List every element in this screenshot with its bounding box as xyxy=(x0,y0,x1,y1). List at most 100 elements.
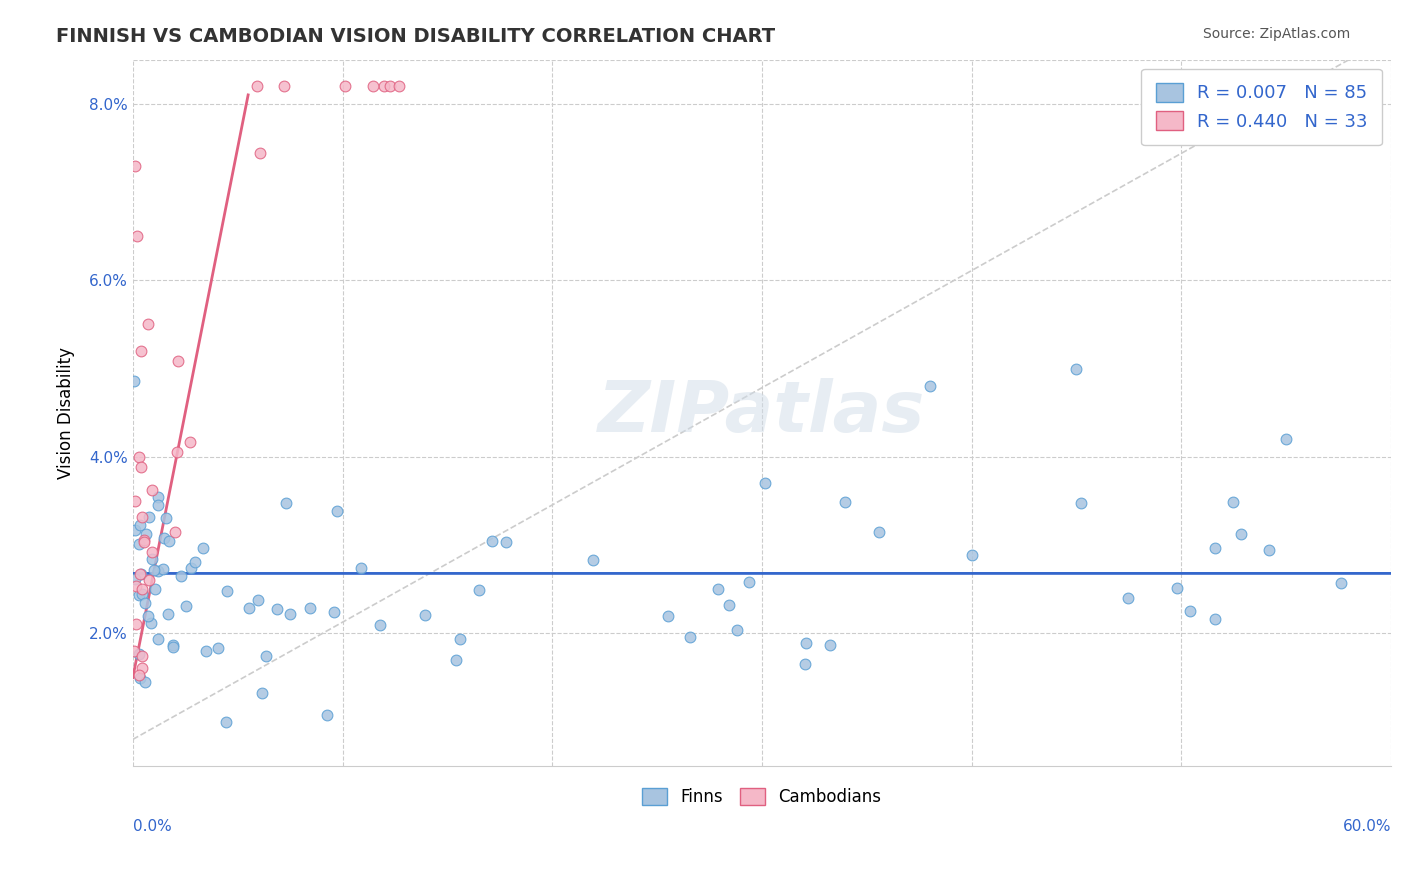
Point xyxy=(122,643,145,657)
Point xyxy=(368,618,391,632)
Point xyxy=(326,504,349,518)
Point xyxy=(1178,604,1201,618)
Point xyxy=(128,588,150,602)
Point xyxy=(143,582,166,596)
Point xyxy=(1166,581,1188,595)
Point xyxy=(131,649,153,664)
Point xyxy=(180,561,202,575)
Point xyxy=(165,525,187,540)
Point xyxy=(834,495,856,509)
Text: ZIPatlas: ZIPatlas xyxy=(598,378,925,447)
Point xyxy=(166,445,188,459)
Legend: Finns, Cambodians: Finns, Cambodians xyxy=(634,780,890,814)
Point xyxy=(657,608,679,623)
Point xyxy=(238,600,260,615)
Point xyxy=(129,343,152,358)
Point xyxy=(449,632,471,646)
Point xyxy=(316,707,339,722)
Point xyxy=(725,623,748,637)
Point xyxy=(184,555,207,569)
Point xyxy=(141,545,163,559)
Point xyxy=(274,496,297,510)
Point xyxy=(125,579,148,593)
Point xyxy=(1275,432,1298,446)
Point xyxy=(1116,591,1139,606)
Point xyxy=(250,686,273,700)
Point xyxy=(378,79,401,94)
Point xyxy=(129,566,152,581)
Point xyxy=(1070,496,1092,510)
Point xyxy=(794,636,817,650)
Point xyxy=(129,566,152,581)
Point xyxy=(136,609,159,624)
Point xyxy=(124,494,146,508)
Point xyxy=(128,537,150,551)
Point xyxy=(167,353,190,368)
Point xyxy=(138,510,160,524)
Point xyxy=(139,615,162,630)
Point xyxy=(152,562,174,576)
Point xyxy=(738,575,761,590)
Point xyxy=(141,551,163,566)
Point xyxy=(256,648,278,663)
Point xyxy=(174,599,197,613)
Point xyxy=(718,598,741,612)
Point xyxy=(246,79,269,94)
Point xyxy=(373,79,395,94)
Point xyxy=(143,563,166,577)
Point xyxy=(138,573,160,587)
Text: 0.0%: 0.0% xyxy=(132,819,172,834)
Point xyxy=(146,498,169,512)
Point xyxy=(132,535,155,549)
Point xyxy=(131,661,153,675)
Point xyxy=(1204,541,1226,555)
Point xyxy=(273,79,295,94)
Point xyxy=(278,607,301,621)
Point xyxy=(246,593,269,607)
Point xyxy=(146,491,169,505)
Point xyxy=(162,640,184,654)
Point xyxy=(131,586,153,600)
Point xyxy=(249,145,271,160)
Point xyxy=(194,644,217,658)
Point xyxy=(1204,611,1226,625)
Text: 60.0%: 60.0% xyxy=(1343,819,1391,834)
Point xyxy=(1330,576,1353,591)
Point xyxy=(388,79,411,94)
Point xyxy=(413,608,436,623)
Point xyxy=(868,524,890,539)
Point xyxy=(135,527,157,541)
Point xyxy=(962,549,984,563)
Point xyxy=(818,638,841,652)
Point xyxy=(128,667,150,681)
Point xyxy=(179,435,201,450)
Point xyxy=(1229,527,1251,541)
Point xyxy=(446,653,468,667)
Point xyxy=(679,630,702,644)
Point xyxy=(124,572,146,586)
Point xyxy=(129,518,152,533)
Point xyxy=(918,379,941,393)
Point xyxy=(155,511,177,525)
Point xyxy=(215,714,238,729)
Point xyxy=(707,582,730,596)
Point xyxy=(146,565,169,579)
Point xyxy=(1222,495,1244,509)
Point xyxy=(124,523,146,537)
Point xyxy=(136,318,159,332)
Point xyxy=(363,79,385,94)
Point xyxy=(134,675,156,690)
Point xyxy=(1257,542,1279,557)
Point xyxy=(162,638,184,652)
Point xyxy=(495,534,517,549)
Point xyxy=(1066,361,1088,376)
Point xyxy=(299,600,322,615)
Point xyxy=(215,583,238,598)
Point xyxy=(141,483,163,498)
Point xyxy=(129,671,152,685)
Point xyxy=(468,582,491,597)
Point xyxy=(125,229,148,244)
Point xyxy=(207,640,229,655)
Point xyxy=(131,509,153,524)
Point xyxy=(124,159,146,173)
